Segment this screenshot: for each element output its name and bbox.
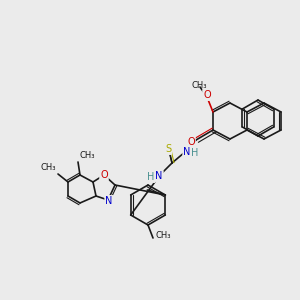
Text: N: N — [105, 196, 113, 206]
Text: O: O — [203, 90, 211, 100]
Text: O: O — [187, 137, 195, 147]
Text: H: H — [191, 148, 199, 158]
Text: O: O — [100, 170, 108, 180]
Text: N: N — [183, 147, 191, 157]
Text: CH₃: CH₃ — [155, 231, 170, 240]
Text: S: S — [165, 144, 171, 154]
Text: CH₃: CH₃ — [191, 82, 207, 91]
Text: H: H — [147, 172, 155, 182]
Text: N: N — [155, 171, 163, 181]
Text: CH₃: CH₃ — [40, 163, 56, 172]
Text: CH₃: CH₃ — [80, 151, 95, 160]
